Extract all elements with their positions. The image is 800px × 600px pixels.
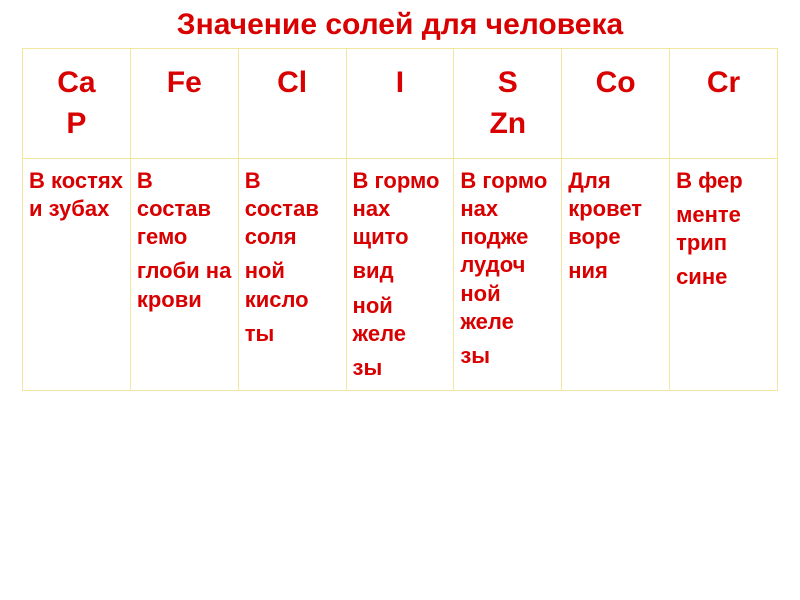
desc-line: глоби на крови	[137, 257, 232, 313]
desc-line: вид	[353, 257, 448, 285]
desc-line: менте трип	[676, 201, 771, 257]
page-title: Значение солей для человека	[22, 8, 778, 42]
table-header-row: CaP Fe Cl I SZn Co Cr	[23, 49, 778, 159]
desc-line: ной кисло	[245, 257, 340, 313]
hdr-cell-1: Fe	[130, 49, 238, 159]
hdr-cell-5: Co	[562, 49, 670, 159]
desc-cell-1: В состав гемо глоби на крови	[130, 159, 238, 391]
desc-line: ния	[568, 257, 663, 285]
hdr-line: Ca	[29, 63, 124, 104]
hdr-line: Cl	[245, 63, 340, 104]
hdr-line: S	[460, 63, 555, 104]
desc-cell-6: В фер менте трип сине	[670, 159, 778, 391]
desc-line: зы	[353, 354, 448, 382]
hdr-line: Zn	[460, 104, 555, 145]
desc-cell-0: В костях и зубах	[23, 159, 131, 391]
desc-line: В гормо нах подже лудоч ной желе	[460, 167, 555, 336]
salts-table: CaP Fe Cl I SZn Co Cr В костях и зубах В…	[22, 48, 778, 391]
hdr-line: Co	[568, 63, 663, 104]
desc-cell-4: В гормо нах подже лудоч ной желе зы	[454, 159, 562, 391]
hdr-line: I	[353, 63, 448, 104]
desc-line: В гормо нах щито	[353, 167, 448, 251]
hdr-cell-4: SZn	[454, 49, 562, 159]
hdr-line: P	[29, 104, 124, 145]
desc-cell-2: В состав соля ной кисло ты	[238, 159, 346, 391]
desc-line: ной желе	[353, 292, 448, 348]
desc-line: В состав соля	[245, 167, 340, 251]
hdr-cell-3: I	[346, 49, 454, 159]
hdr-line: Fe	[137, 63, 232, 104]
desc-cell-5: Для кровет воре ния	[562, 159, 670, 391]
desc-line: зы	[460, 342, 555, 370]
hdr-line: Cr	[676, 63, 771, 104]
desc-line: В костях и зубах	[29, 167, 124, 223]
table-desc-row: В костях и зубах В состав гемо глоби на к…	[23, 159, 778, 391]
desc-line: В состав гемо	[137, 167, 232, 251]
desc-line: ты	[245, 320, 340, 348]
desc-line: В фер	[676, 167, 771, 195]
desc-cell-3: В гормо нах щито вид ной желе зы	[346, 159, 454, 391]
desc-line: сине	[676, 263, 771, 291]
desc-line: Для кровет воре	[568, 167, 663, 251]
hdr-cell-6: Cr	[670, 49, 778, 159]
hdr-cell-2: Cl	[238, 49, 346, 159]
hdr-cell-0: CaP	[23, 49, 131, 159]
